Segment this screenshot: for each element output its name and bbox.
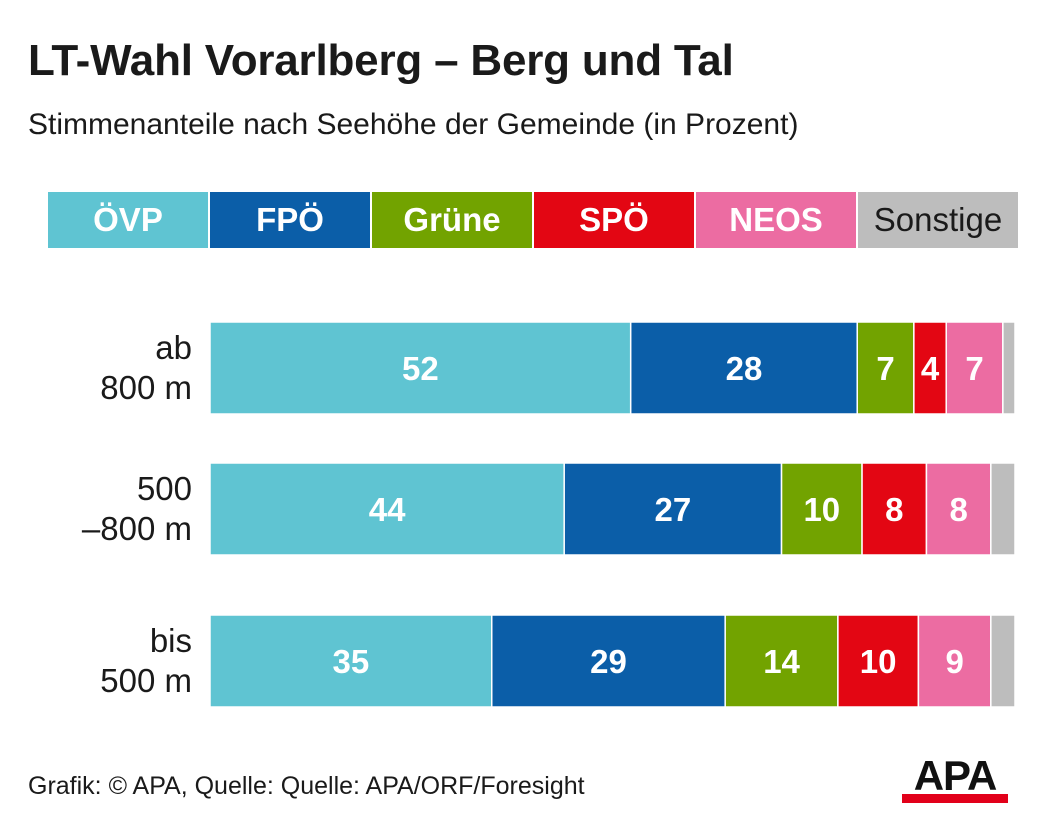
legend-item-2: Grüne (372, 192, 534, 248)
bar-segment-0-1 (629, 321, 858, 415)
value-label-2-0: 35 (333, 643, 370, 680)
bar-segment-2-4 (917, 614, 992, 708)
bar-segment-1-4 (925, 462, 992, 556)
value-label-2-2: 14 (763, 643, 800, 680)
legend-item-0: ÖVP (48, 192, 210, 248)
bar-segment-2-3 (837, 614, 920, 708)
bar-segment-1-3 (861, 462, 928, 556)
bar-segment-0-0 (209, 321, 632, 415)
bar-segment-2-5 (990, 614, 1016, 708)
value-label-0-4: 7 (965, 350, 983, 387)
legend: ÖVP FPÖ Grüne SPÖ NEOS Sonstige (48, 192, 1018, 248)
chart-title: LT-Wahl Vorarlberg – Berg und Tal (28, 36, 734, 85)
value-label-1-0: 44 (369, 491, 406, 528)
row-label-2: bis 500 m (0, 621, 192, 701)
row-label-line2: 800 m (100, 369, 192, 406)
row-label-line1: 500 (136, 470, 192, 507)
bar-segment-1-1 (563, 462, 783, 556)
apa-logo-bar (902, 794, 1008, 803)
value-label-2-1: 29 (590, 643, 627, 680)
value-label-0-1: 28 (726, 350, 763, 387)
value-label-0-3: 4 (921, 350, 940, 387)
value-label-1-1: 27 (655, 491, 692, 528)
value-label-1-3: 8 (885, 491, 903, 528)
legend-item-5: Sonstige (858, 192, 1018, 248)
value-label-0-2: 7 (876, 350, 894, 387)
row-label-1: 500 –800 m (0, 469, 192, 549)
bar-segment-0-5 (1002, 321, 1016, 415)
bar-segment-0-3 (913, 321, 947, 415)
apa-logo: APA (898, 752, 1012, 804)
bar-segment-0-4 (945, 321, 1004, 415)
source-footer: Grafik: © APA, Quelle: Quelle: APA/ORF/F… (28, 772, 585, 800)
bar-segment-2-1 (491, 614, 726, 708)
legend-item-1: FPÖ (210, 192, 372, 248)
legend-item-3: SPÖ (534, 192, 696, 248)
bar-segment-1-5 (990, 462, 1016, 556)
apa-logo-text: APA (913, 752, 998, 799)
value-label-2-4: 9 (945, 643, 963, 680)
bar-segment-2-2 (724, 614, 839, 708)
row-label-0: ab 800 m (0, 328, 192, 408)
bar-segment-0-2 (856, 321, 915, 415)
row-label-line2: 500 m (100, 662, 192, 699)
legend-item-4: NEOS (696, 192, 858, 248)
bar-segment-2-0 (209, 614, 493, 708)
row-label-line2: –800 m (81, 510, 192, 547)
bar-segment-1-0 (209, 462, 565, 556)
value-label-1-2: 10 (803, 491, 840, 528)
value-label-2-3: 10 (860, 643, 897, 680)
value-label-0-0: 52 (402, 350, 439, 387)
chart-subtitle: Stimmenanteile nach Seehöhe der Gemeinde… (28, 108, 799, 141)
value-label-1-4: 8 (949, 491, 967, 528)
row-label-line1: ab (155, 329, 192, 366)
row-label-line1: bis (149, 622, 192, 659)
